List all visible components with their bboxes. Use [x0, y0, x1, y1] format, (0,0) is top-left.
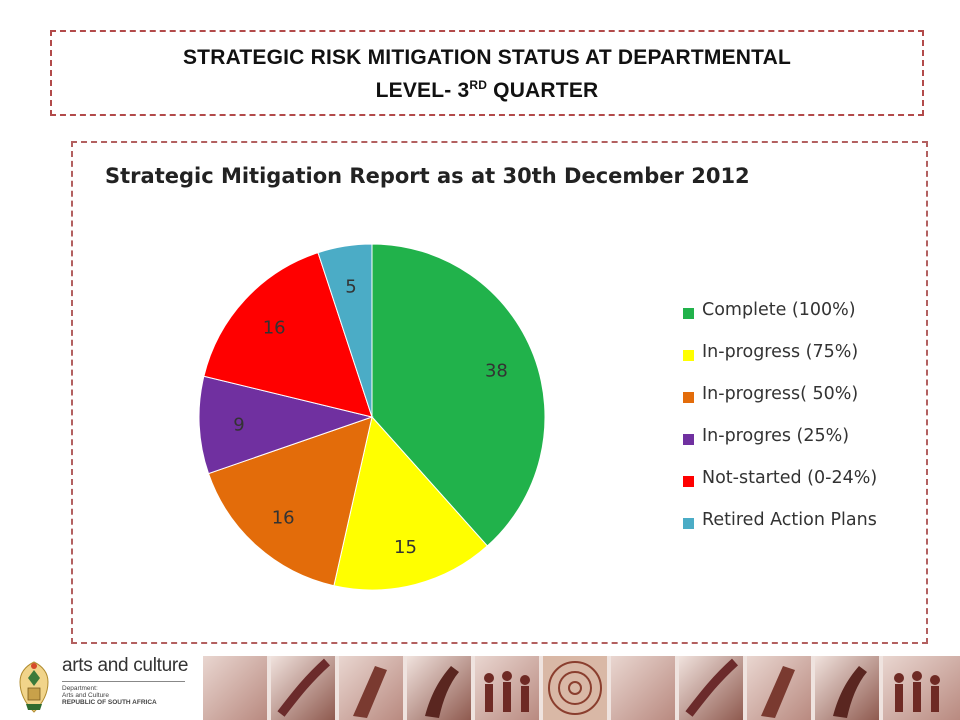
pie-data-label: 38: [485, 360, 508, 381]
slide-title-box: STRATEGIC RISK MITIGATION STATUS AT DEPA…: [50, 30, 924, 116]
dept-line3: REPUBLIC OF SOUTH AFRICA: [62, 699, 157, 706]
chart-title: Strategic Mitigation Report as at 30th D…: [105, 164, 750, 188]
pie-slice: [317, 243, 373, 418]
decorative-photo-strip: [203, 656, 960, 720]
dept-line2: Arts and Culture: [62, 692, 109, 699]
logo-divider: [62, 681, 185, 682]
slide-title-superscript: RD: [469, 78, 488, 92]
pie-slice: [207, 416, 373, 587]
legend-label: Not-started (0-24%): [702, 468, 878, 488]
legend-label: In-progress (75%): [702, 342, 859, 362]
pie-data-label: 5: [345, 276, 356, 297]
pie-chart: 38 15 16 9 16 5: [198, 243, 546, 591]
legend-swatch: [683, 392, 694, 403]
legend-label: In-progres (25%): [702, 426, 850, 446]
dept-line1: Department:: [62, 685, 98, 692]
coat-of-arms-icon: [19, 661, 49, 713]
legend-swatch: [683, 476, 694, 487]
pie-slice: [203, 252, 373, 418]
legend-swatch: [683, 434, 694, 445]
legend-label: In-progress( 50%): [702, 384, 859, 404]
pie-slice: [371, 243, 546, 547]
legend-swatch: [683, 308, 694, 319]
pie-data-label: 15: [394, 537, 417, 558]
legend-label: Retired Action Plans: [702, 510, 877, 530]
legend-swatch: [683, 350, 694, 361]
pie-slice: [333, 415, 489, 591]
pie-data-label: 16: [272, 507, 295, 528]
legend-swatch: [683, 518, 694, 529]
pie-data-label: 9: [233, 414, 244, 435]
pie-slice: [198, 375, 374, 475]
logo-name: arts and culture: [62, 655, 189, 676]
pie-data-label: 16: [263, 318, 286, 339]
legend-label: Complete (100%): [702, 300, 856, 320]
slide-title-line2-end: QUARTER: [487, 79, 599, 102]
slide-title-line1: STRATEGIC RISK MITIGATION STATUS AT DEPA…: [182, 46, 792, 69]
slide-title-line2: LEVEL- 3RD QUARTER: [52, 78, 922, 103]
slide-title-line2-text: LEVEL- 3: [375, 79, 470, 102]
